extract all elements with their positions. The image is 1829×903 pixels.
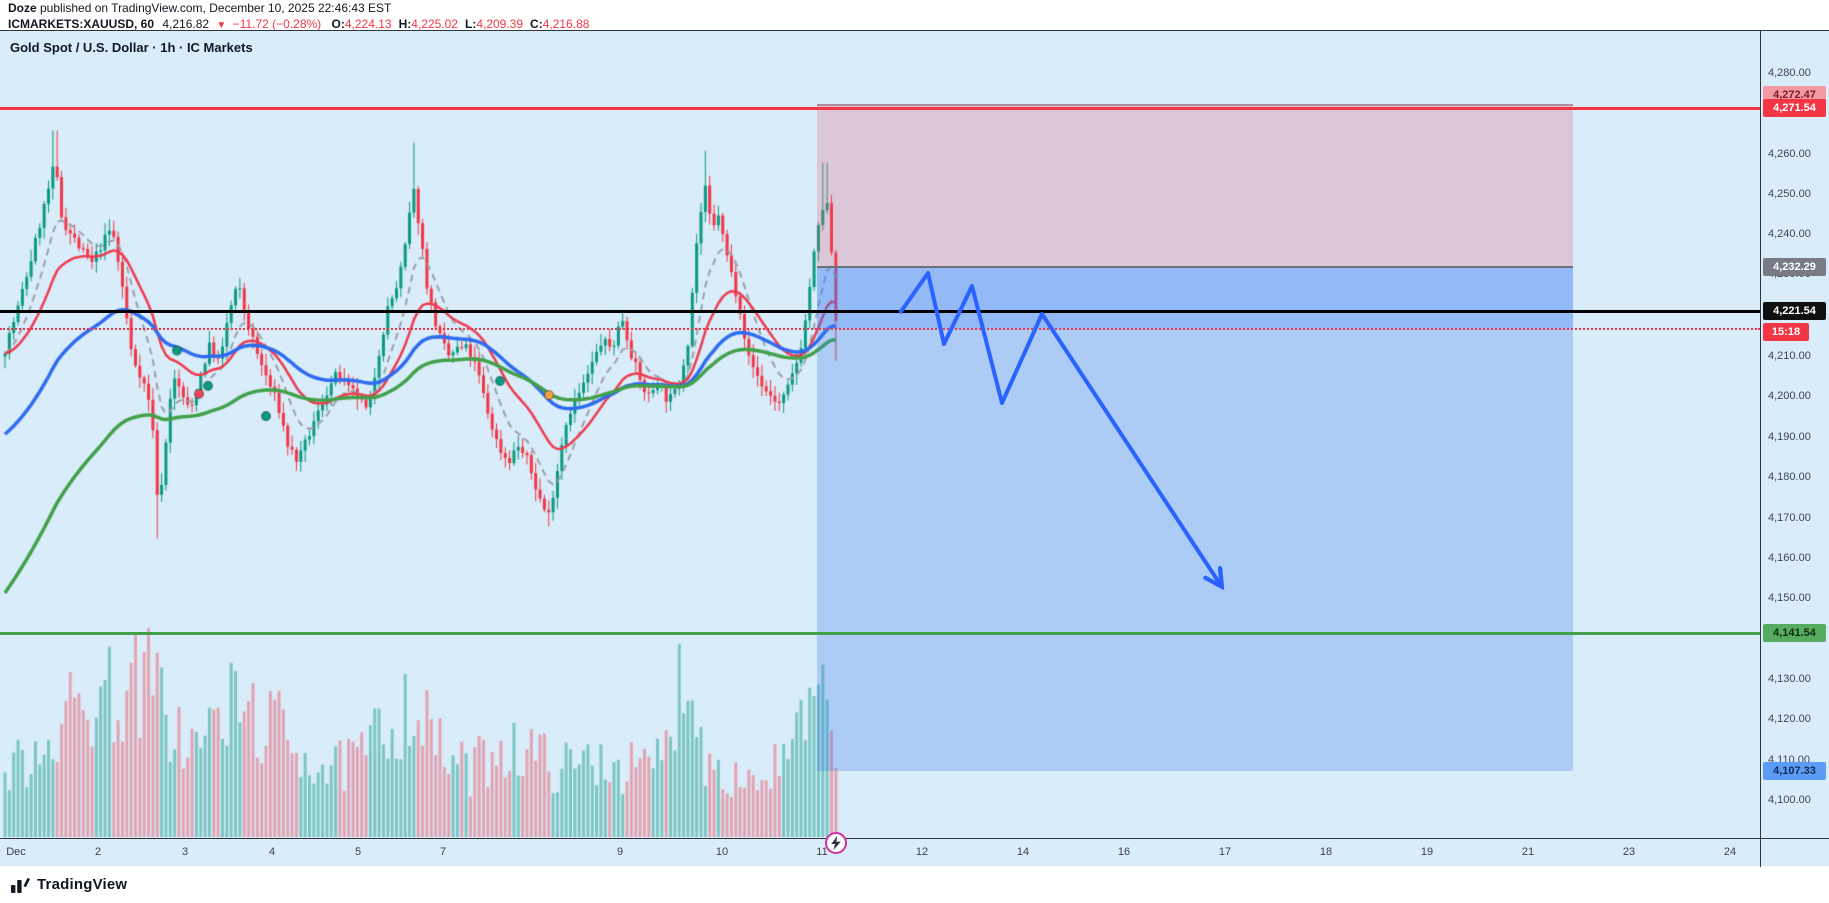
time-tick-label: 18	[1319, 846, 1333, 858]
time-tick-label: 10	[715, 846, 729, 858]
price-axis[interactable]: 4,280.004,260.004,250.004,240.004,230.00…	[1760, 31, 1829, 866]
ohlc-value: 4,224.13	[344, 17, 392, 31]
price-tick-label: 4,210.00	[1768, 350, 1811, 362]
price-tick-label: 4,150.00	[1768, 592, 1811, 604]
short-position-profit-zone[interactable]	[817, 267, 1573, 771]
green-line-label: 4,141.54	[1763, 624, 1826, 642]
footer: TradingView	[10, 871, 127, 897]
time-tick-label: 4	[268, 846, 276, 858]
price-tick-label: 4,200.00	[1768, 390, 1811, 402]
ohlc-value: 4,216.88	[542, 17, 590, 31]
stop-price-line[interactable]	[0, 107, 1760, 110]
tradingview-logo-icon[interactable]	[10, 874, 31, 895]
symbol-status-line: ICMARKETS:XAUUSD, 60 4,216.82 ▼ −11.72 (…	[8, 17, 589, 33]
green-support-line[interactable]	[0, 632, 1760, 635]
ohlc-label: C:	[530, 17, 543, 31]
black-line-label: 4,221.54	[1763, 302, 1826, 320]
time-tick-label: 17	[1218, 846, 1232, 858]
publish-info: Doze published on TradingView.com, Decem…	[8, 1, 589, 15]
countdown-label: 15:18	[1763, 323, 1809, 341]
time-tick-label: 2	[94, 846, 102, 858]
price-tick-label: 4,160.00	[1768, 552, 1811, 564]
short-position-stop-zone[interactable]	[817, 104, 1573, 267]
ohlc-label: H:	[398, 17, 412, 31]
time-tick-label: 23	[1622, 846, 1636, 858]
time-tick-label: 9	[616, 846, 624, 858]
chart-canvas[interactable]	[0, 31, 1760, 838]
entry-price-line[interactable]	[817, 266, 1573, 268]
black-price-line[interactable]	[0, 310, 1760, 313]
time-tick-label: 19	[1420, 846, 1434, 858]
axis-corner-separator	[1760, 839, 1761, 867]
time-tick-label: Dec	[6, 846, 26, 858]
ohlc-pair: H:4,225.02	[399, 17, 458, 31]
time-tick-label: 16	[1117, 846, 1131, 858]
time-tick-label: 7	[439, 846, 447, 858]
price-tick-label: 4,100.00	[1768, 794, 1811, 806]
symbol-title: ICMARKETS:XAUUSD, 60	[8, 17, 155, 31]
price-change: −11.72 (−0.28%)	[232, 17, 322, 31]
stop-line-label: 4,271.54	[1763, 99, 1826, 117]
price-tick-label: 4,120.00	[1768, 713, 1811, 725]
profit-zone-active-band	[817, 267, 1573, 329]
price-tick-label: 4,130.00	[1768, 673, 1811, 685]
time-tick-label: 24	[1723, 846, 1737, 858]
price-tick-label: 4,170.00	[1768, 512, 1811, 524]
price-tick-label: 4,260.00	[1768, 148, 1811, 160]
ohlc-pair: C:4,216.88	[530, 17, 589, 31]
price-tick-label: 4,180.00	[1768, 471, 1811, 483]
tradingview-brand-text[interactable]: TradingView	[37, 875, 128, 893]
realtime-lightning-icon[interactable]	[825, 832, 847, 854]
entry-line-label: 4,232.29	[1763, 258, 1826, 276]
time-axis[interactable]: Dec 2 3 4 5 7 9 10 11 12 14 16 17 18 19 21 23 24	[0, 838, 1829, 867]
time-tick-label: 3	[181, 846, 189, 858]
time-tick-label: 5	[354, 846, 362, 858]
lightning-bolt-icon	[831, 836, 841, 850]
ohlc-values: O:4,224.13 H:4,225.02 L:4,209.39 C:4,216.88	[325, 17, 590, 31]
current-price-line	[0, 328, 1760, 330]
ohlc-label: L:	[464, 17, 477, 31]
price-tick-label: 4,250.00	[1768, 188, 1811, 200]
publish-header: Doze published on TradingView.com, Decem…	[8, 1, 589, 33]
direction-down-icon: ▼	[216, 20, 227, 31]
chart-legend-title: Gold Spot / U.S. Dollar · 1h · IC Market…	[10, 40, 253, 55]
ohlc-value: 4,225.02	[411, 17, 458, 31]
ohlc-value: 4,209.39	[476, 17, 524, 31]
author-name: Doze	[8, 1, 37, 15]
price-tick-label: 4,190.00	[1768, 431, 1811, 443]
target-zone-label: 4,107.33	[1763, 762, 1826, 780]
ohlc-label: O:	[331, 17, 345, 31]
time-tick-label: 11	[816, 846, 828, 858]
ohlc-pair: L:4,209.39	[465, 17, 523, 31]
price-tick-label: 4,240.00	[1768, 228, 1811, 240]
time-tick-label: 14	[1016, 846, 1030, 858]
chart-plot-area[interactable]: Gold Spot / U.S. Dollar · 1h · IC Market…	[0, 31, 1760, 838]
chart-frame: Gold Spot / U.S. Dollar · 1h · IC Market…	[0, 30, 1829, 867]
last-price: 4,216.82	[162, 17, 210, 31]
time-tick-label: 21	[1521, 846, 1535, 858]
time-tick-label: 12	[915, 846, 929, 858]
publish-text: published on TradingView.com, December 1…	[36, 1, 392, 15]
ohlc-pair: O:4,224.13	[332, 17, 392, 31]
price-tick-label: 4,280.00	[1768, 67, 1811, 79]
